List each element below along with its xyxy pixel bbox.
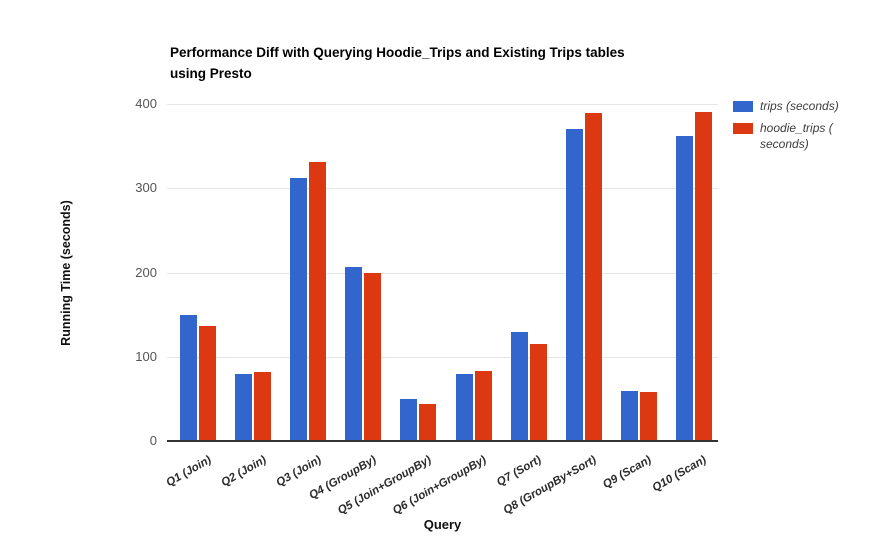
legend-label-hoodie_trips: hoodie_trips ( seconds): [760, 120, 833, 152]
bar-trips-6[interactable]: [455, 373, 473, 441]
legend-item-trips[interactable]: trips (seconds): [733, 98, 883, 114]
bar-trips-10[interactable]: [675, 136, 693, 441]
y-axis-title: Running Time (seconds): [59, 200, 73, 346]
y-axis-tick-label-300: 300: [135, 180, 157, 196]
x-axis-baseline: [167, 440, 718, 442]
bar-trips-7[interactable]: [510, 332, 528, 441]
gridline-200: [167, 272, 718, 274]
legend-label-line: hoodie_trips (: [760, 121, 833, 135]
gridline-100: [167, 356, 718, 358]
legend-swatch-trips: [733, 101, 753, 112]
bar-trips-8[interactable]: [565, 129, 583, 441]
bar-hoodie_trips-2[interactable]: [254, 371, 272, 441]
x-axis-title: Query: [423, 517, 462, 532]
bar-hoodie_trips-5[interactable]: [419, 403, 437, 441]
chart-title: Performance Diff with Querying Hoodie_Tr…: [170, 42, 625, 84]
legend-label-trips: trips (seconds): [760, 98, 839, 114]
legend-item-hoodie_trips[interactable]: hoodie_trips ( seconds): [733, 120, 883, 152]
y-axis-tick-label-200: 200: [135, 264, 157, 280]
bar-hoodie_trips-10[interactable]: [694, 111, 712, 441]
bar-trips-4[interactable]: [345, 267, 363, 441]
legend: trips (seconds) hoodie_trips ( seconds): [733, 98, 883, 158]
gridline-300: [167, 188, 718, 190]
bar-trips-3[interactable]: [290, 178, 308, 441]
y-axis-tick-label-400: 400: [135, 96, 157, 111]
chart-title-line2: using Presto: [170, 66, 252, 81]
bar-hoodie_trips-4[interactable]: [364, 272, 382, 441]
gridline-400: [167, 104, 718, 105]
bar-hoodie_trips-9[interactable]: [639, 392, 657, 441]
legend-label-line: trips (seconds): [760, 99, 839, 113]
bar-hoodie_trips-1[interactable]: [199, 326, 216, 441]
y-axis-tick-label-0: 0: [149, 433, 157, 448]
legend-swatch-hoodie_trips: [733, 123, 753, 134]
bar-hoodie_trips-7[interactable]: [529, 344, 547, 441]
bar-hoodie_trips-6[interactable]: [474, 371, 492, 441]
bar-trips-9[interactable]: [620, 391, 638, 441]
bar-trips-2[interactable]: [235, 373, 253, 441]
legend-label-line: seconds): [760, 137, 809, 151]
bar-trips-1[interactable]: [180, 315, 197, 441]
bar-hoodie_trips-3[interactable]: [309, 162, 327, 441]
chart-title-line1: Performance Diff with Querying Hoodie_Tr…: [170, 45, 625, 60]
y-axis-tick-label-100: 100: [135, 348, 157, 364]
bar-hoodie_trips-8[interactable]: [584, 113, 602, 441]
bar-trips-5[interactable]: [400, 398, 418, 441]
